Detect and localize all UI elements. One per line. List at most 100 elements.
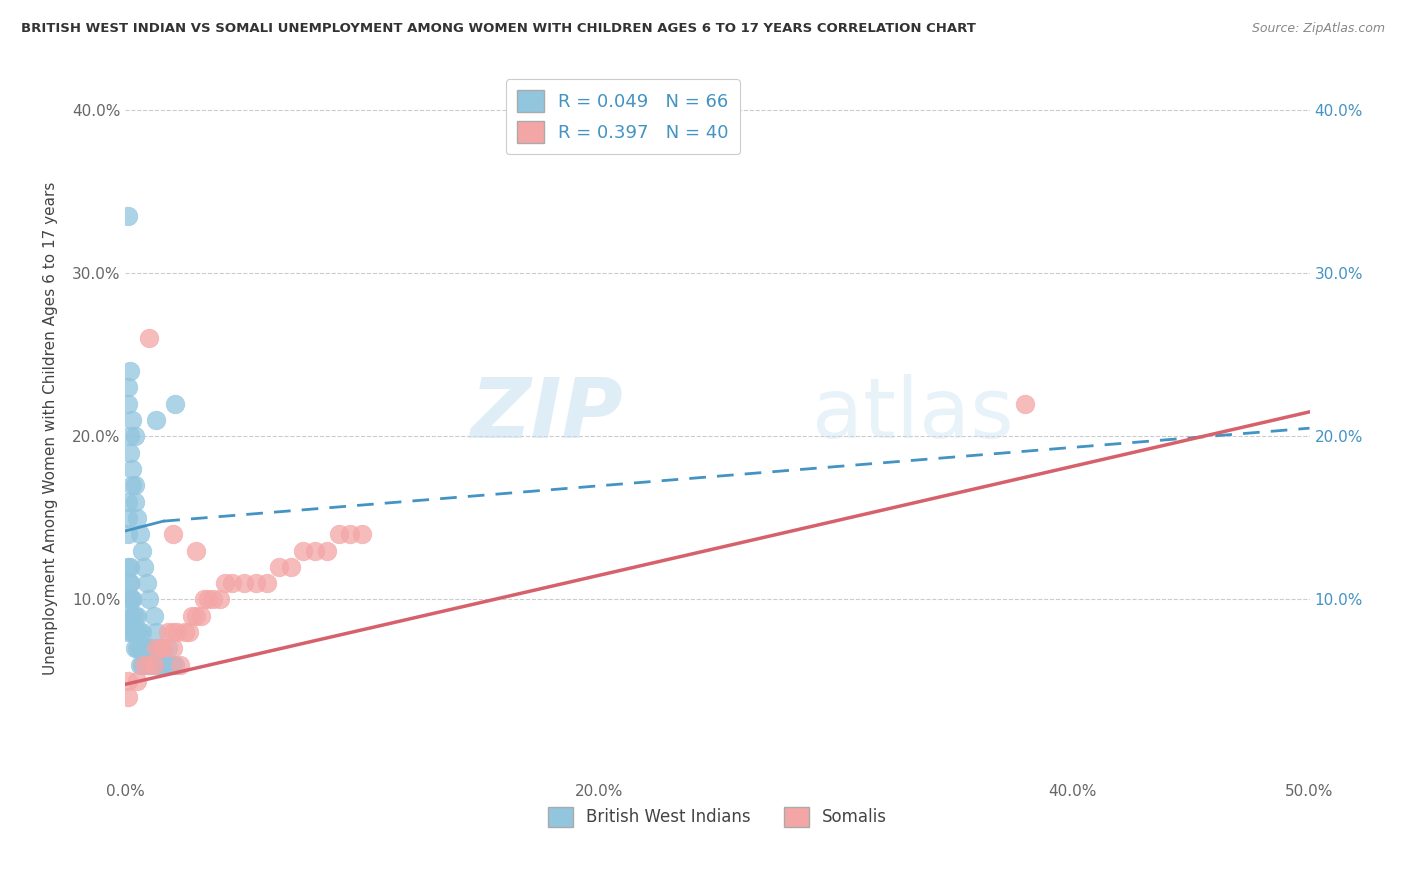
Point xyxy=(165,397,187,411)
Point xyxy=(156,641,179,656)
Point xyxy=(134,657,156,672)
Point xyxy=(121,625,143,640)
Point xyxy=(138,592,160,607)
Legend: British West Indians, Somalis: British West Indians, Somalis xyxy=(541,800,894,834)
Point xyxy=(186,543,208,558)
Point xyxy=(179,625,201,640)
Point xyxy=(162,527,184,541)
Point xyxy=(124,478,146,492)
Point xyxy=(149,641,172,656)
Text: BRITISH WEST INDIAN VS SOMALI UNEMPLOYMENT AMONG WOMEN WITH CHILDREN AGES 6 TO 1: BRITISH WEST INDIAN VS SOMALI UNEMPLOYME… xyxy=(21,22,976,36)
Point xyxy=(117,559,139,574)
Point xyxy=(169,657,191,672)
Point xyxy=(291,543,314,558)
Point xyxy=(124,429,146,443)
Point xyxy=(127,673,149,688)
Point xyxy=(214,576,236,591)
Point xyxy=(142,657,165,672)
Point xyxy=(127,511,149,525)
Point xyxy=(120,576,142,591)
Point xyxy=(117,397,139,411)
Point xyxy=(145,625,167,640)
Point xyxy=(120,576,142,591)
Point xyxy=(193,592,215,607)
Point xyxy=(152,641,174,656)
Point xyxy=(165,657,187,672)
Point xyxy=(142,608,165,623)
Point xyxy=(120,445,142,459)
Point xyxy=(148,657,170,672)
Point xyxy=(280,559,302,574)
Point xyxy=(127,608,149,623)
Point xyxy=(1014,397,1036,411)
Point xyxy=(159,657,181,672)
Point xyxy=(117,673,139,688)
Point xyxy=(124,625,146,640)
Point xyxy=(145,657,167,672)
Point xyxy=(121,592,143,607)
Y-axis label: Unemployment Among Women with Children Ages 6 to 17 years: Unemployment Among Women with Children A… xyxy=(44,181,58,675)
Point xyxy=(166,625,188,640)
Point xyxy=(190,608,212,623)
Point xyxy=(155,657,177,672)
Point xyxy=(209,592,232,607)
Point xyxy=(328,527,350,541)
Point xyxy=(117,690,139,705)
Point xyxy=(134,657,156,672)
Point xyxy=(121,462,143,476)
Text: Source: ZipAtlas.com: Source: ZipAtlas.com xyxy=(1251,22,1385,36)
Point xyxy=(269,559,291,574)
Point xyxy=(149,641,172,656)
Point xyxy=(162,657,184,672)
Point xyxy=(180,608,202,623)
Point xyxy=(117,527,139,541)
Point xyxy=(162,625,184,640)
Point xyxy=(135,576,157,591)
Point xyxy=(245,576,267,591)
Point xyxy=(141,657,163,672)
Point xyxy=(128,657,150,672)
Point xyxy=(121,608,143,623)
Point xyxy=(117,380,139,394)
Point xyxy=(121,413,143,427)
Point xyxy=(120,429,142,443)
Point xyxy=(131,657,153,672)
Point xyxy=(186,608,208,623)
Point xyxy=(232,576,254,591)
Point xyxy=(124,608,146,623)
Point xyxy=(135,641,157,656)
Point xyxy=(145,413,167,427)
Point xyxy=(149,641,172,656)
Point xyxy=(124,494,146,508)
Point xyxy=(145,641,167,656)
Point xyxy=(156,625,179,640)
Point xyxy=(339,527,361,541)
Point xyxy=(117,209,139,223)
Point xyxy=(221,576,243,591)
Text: ZIP: ZIP xyxy=(470,374,623,455)
Point xyxy=(117,625,139,640)
Point xyxy=(142,657,165,672)
Point xyxy=(173,625,195,640)
Point xyxy=(120,364,142,378)
Point xyxy=(138,331,160,345)
Point xyxy=(315,543,337,558)
Point xyxy=(134,559,156,574)
Point xyxy=(135,657,157,672)
Point xyxy=(131,543,153,558)
Point xyxy=(304,543,326,558)
Point xyxy=(138,641,160,656)
Point xyxy=(197,592,219,607)
Point xyxy=(162,641,184,656)
Point xyxy=(138,641,160,656)
Point xyxy=(256,576,278,591)
Point xyxy=(117,511,139,525)
Point xyxy=(124,641,146,656)
Point xyxy=(352,527,374,541)
Point xyxy=(127,625,149,640)
Point xyxy=(138,657,160,672)
Point xyxy=(120,559,142,574)
Point xyxy=(121,592,143,607)
Point xyxy=(121,478,143,492)
Point xyxy=(152,657,174,672)
